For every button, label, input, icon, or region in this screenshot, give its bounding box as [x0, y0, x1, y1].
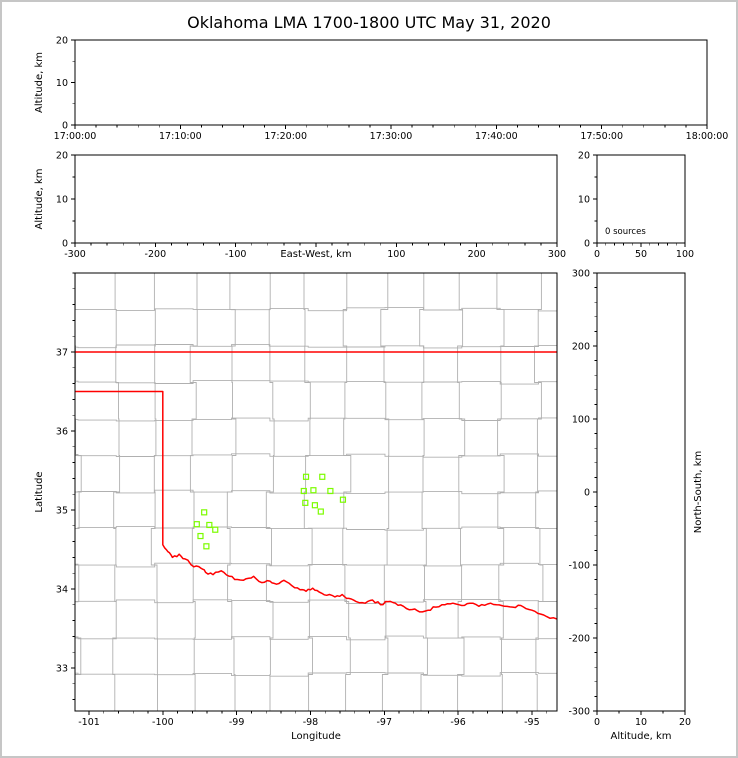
lma-station-marker — [339, 496, 347, 503]
x-tick-label: 0 — [594, 249, 600, 260]
y-tick-label: 20 — [56, 150, 68, 161]
x-tick-label: 17:00:00 — [54, 131, 97, 142]
panel-frame — [74, 154, 558, 244]
panel-frame — [596, 272, 686, 712]
x-tick-label: 10 — [635, 717, 647, 728]
x-tick-label: 100 — [676, 249, 694, 260]
county-boundaries — [75, 273, 557, 711]
x-axis-label: Longitude — [291, 731, 341, 742]
panel-ew-height-panel: -300 -200 -100 100 200 300 0 10 20 East-West, km A… — [34, 150, 566, 260]
x-tick-label: -100 — [152, 717, 174, 728]
y-tick-label: 37 — [56, 347, 68, 358]
panel-map-panel: -101 -100 -99 -98 -97 -96 -95 33 34 35 36 37 Longitu… — [34, 272, 558, 742]
y-tick-label: 36 — [56, 426, 68, 437]
x-tick-label: -97 — [377, 717, 393, 728]
x-tick-label: 17:40:00 — [475, 131, 518, 142]
y-axis-label: Altitude, km — [34, 169, 45, 230]
panel-time-height-panel: 17:00:00 17:10:00 17:20:00 17:30:00 17:40:00… — [34, 35, 728, 142]
x-axis-label: East-West, km — [280, 249, 351, 260]
lma-station-marker — [193, 521, 200, 528]
y-tick-label: 20 — [56, 35, 68, 46]
lma-station-marker — [317, 508, 324, 515]
y-tick-label: 200 — [572, 341, 590, 352]
x-tick-label: 300 — [548, 249, 566, 260]
x-tick-label: 200 — [468, 249, 486, 260]
y-axis-label: Latitude — [34, 471, 45, 512]
x-tick-label: -100 — [225, 249, 247, 260]
lma-station-marker — [310, 487, 317, 494]
x-tick-label: 17:50:00 — [580, 131, 623, 142]
x-tick-label: 50 — [635, 249, 647, 260]
lma-station-marker — [327, 487, 334, 495]
x-tick-label: 20 — [679, 717, 691, 728]
source-count-annotation: 0 sources — [605, 227, 646, 237]
lma-station-marker — [197, 532, 204, 540]
state-border-red-river — [75, 390, 557, 620]
x-tick-label: 18:00:00 — [686, 131, 729, 142]
lma-station-marker — [302, 499, 309, 506]
panel-source-count-panel: 0 50 100 0 10 20 0 sources — [578, 150, 694, 260]
x-tick-label: 100 — [387, 249, 405, 260]
figure-title: Oklahoma LMA 1700-1800 UTC May 31, 2020 — [187, 13, 551, 32]
x-tick-label: 17:20:00 — [264, 131, 307, 142]
x-tick-label: -95 — [524, 717, 540, 728]
panel-ns-height-panel: 0 10 20 -300 -200 -100 0 100 200 300 Altitude, km N… — [568, 268, 704, 742]
x-tick-label: -99 — [229, 717, 245, 728]
lma-station-marker — [206, 521, 213, 529]
lma-station-marker — [300, 487, 307, 495]
x-tick-label: -98 — [303, 717, 319, 728]
y-tick-label: 0 — [584, 487, 590, 498]
x-tick-label: -200 — [145, 249, 167, 260]
y-tick-label: 35 — [56, 505, 68, 516]
map-content — [75, 273, 557, 711]
y-tick-label: 10 — [578, 194, 590, 205]
lma-station-marker — [319, 473, 326, 480]
y-axis-label: Altitude, km — [34, 52, 45, 113]
y-tick-label: 10 — [56, 194, 68, 205]
y-tick-label: 300 — [572, 268, 590, 279]
lma-station-marker — [311, 502, 318, 509]
y-tick-label: 0 — [62, 238, 68, 249]
y-tick-label: 20 — [578, 150, 590, 161]
y-tick-label: -200 — [568, 633, 590, 644]
x-tick-label: -300 — [64, 249, 86, 260]
y-tick-label: 0 — [62, 120, 68, 131]
lma-station-marker — [203, 543, 210, 550]
lma-station-marker — [212, 526, 219, 533]
y-tick-label: 34 — [56, 584, 68, 595]
lma-station-marker — [302, 473, 310, 480]
x-tick-label: 0 — [594, 717, 600, 728]
x-tick-label: -101 — [78, 717, 100, 728]
y-tick-label: 0 — [584, 238, 590, 249]
y-tick-label: 33 — [56, 663, 68, 674]
lma-station-marker — [201, 509, 208, 516]
y-tick-label: 100 — [572, 414, 590, 425]
x-axis-label: Altitude, km — [611, 731, 672, 742]
x-tick-label: 17:10:00 — [159, 131, 202, 142]
panel-frame — [74, 272, 558, 712]
y-tick-label: -300 — [568, 706, 590, 717]
lma-stations — [193, 473, 347, 550]
y-tick-label: 10 — [56, 78, 68, 89]
x-tick-label: 17:30:00 — [370, 131, 413, 142]
y-axis-label: North-South, km — [693, 451, 704, 534]
x-tick-label: -96 — [450, 717, 466, 728]
panel-frame — [74, 39, 708, 126]
y-tick-label: -100 — [568, 560, 590, 571]
